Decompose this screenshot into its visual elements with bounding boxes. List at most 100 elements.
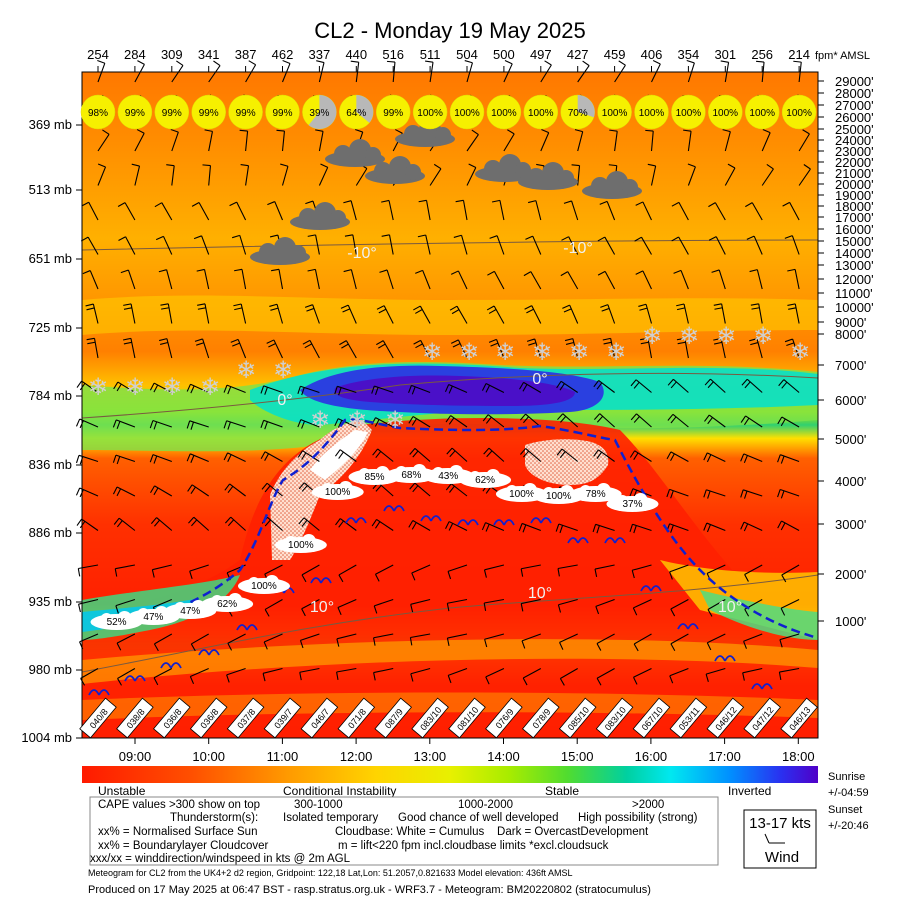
wind-barb <box>571 164 581 186</box>
wind-barb <box>134 129 145 152</box>
wind-barb <box>455 199 468 221</box>
wind-barb <box>81 201 99 221</box>
wind-barb <box>239 129 249 152</box>
wind-barb <box>614 60 626 83</box>
altitude-label: 16000' <box>835 222 874 237</box>
wind-barb <box>208 60 221 83</box>
wind-barb <box>466 163 477 186</box>
wind-barb <box>227 633 246 651</box>
isotherm-label: -10° <box>563 240 593 257</box>
altitude-label: 11000' <box>835 286 873 301</box>
wind-barb <box>744 564 763 582</box>
svg-text:68%: 68% <box>401 470 421 481</box>
wind-barb <box>466 129 479 152</box>
svg-text:100%: 100% <box>639 108 665 119</box>
wind-barb <box>231 234 247 255</box>
wind-barb <box>374 564 394 582</box>
wind-barb <box>343 269 357 290</box>
wind-barb <box>112 454 136 465</box>
wind-barb <box>481 382 505 393</box>
cloudbase-dashed-line <box>109 418 819 640</box>
wind-barb <box>445 415 468 428</box>
wind-barb <box>749 269 763 290</box>
wind-barb <box>379 269 394 290</box>
cape-value: 354 <box>678 47 700 62</box>
cape-value: 337 <box>309 47 331 62</box>
wind-barb <box>82 270 99 290</box>
svg-text:85%: 85% <box>365 472 385 483</box>
snowflake-icon-layer: ❄ ❄ ❄ ❄ ❄ ❄ ❄ ❄ ❄ ❄ ❄ ❄ ❄ ❄ ❄ ❄ ❄ ❄ ❄ ❄ <box>88 322 810 434</box>
chart-title: CL2 - Monday 19 May 2025 <box>314 18 586 43</box>
svg-text:78%: 78% <box>586 489 606 500</box>
wind-barb <box>449 305 468 324</box>
svg-text:99%: 99% <box>236 108 256 119</box>
wind-barb <box>563 200 579 221</box>
isotherm-labels: -10° -10° 0° 0° 10° 10° 10° <box>277 240 742 616</box>
wind-barb <box>230 338 247 359</box>
wind-barb <box>447 564 468 580</box>
wind-barb <box>749 338 763 359</box>
wind-barb <box>120 269 136 290</box>
altitude-label: 13000' <box>835 258 874 273</box>
wind-barb <box>447 667 468 684</box>
wind-barb <box>703 522 726 533</box>
wind-barb <box>740 453 763 464</box>
wind-barb <box>686 59 695 83</box>
legend-thunder-1: Isolated temporary <box>283 812 378 824</box>
wind-barb <box>261 482 283 497</box>
wind-barb <box>555 523 578 534</box>
isotherm-label: 10° <box>310 599 334 616</box>
wind-barb <box>336 633 357 647</box>
pressure-axis: 369 mb 513 mb 651 mb 725 mb 784 mb 836 mb 886 … <box>21 117 82 745</box>
snowflake-icon: ❄ <box>200 373 220 401</box>
wind-barb <box>707 599 726 617</box>
legend-thunder-3: High possibility (strong) <box>578 812 698 824</box>
altitude-label: 29000' <box>835 74 874 89</box>
wind-barb <box>703 489 726 499</box>
legend-cape-range-3: >2000 <box>632 799 664 811</box>
wind-barb <box>118 236 136 255</box>
svg-text:100%: 100% <box>417 108 443 119</box>
wind-barb <box>186 420 209 430</box>
boundary-cloud-label: 37% <box>606 493 659 512</box>
wind-barb <box>486 305 505 324</box>
wind-barb <box>609 129 618 152</box>
wind-barb <box>631 564 652 579</box>
wind-barb <box>540 60 552 83</box>
altitude-label: 17000' <box>835 210 874 225</box>
wind-barb <box>453 234 468 255</box>
overcast-cloud-icon <box>325 139 385 167</box>
wind-barb <box>335 518 357 531</box>
wind-barb <box>196 268 210 290</box>
wind-barb <box>519 413 542 428</box>
altitude-label: 24000' <box>835 133 874 148</box>
wind-barb <box>376 340 394 359</box>
snowflake-icon: ❄ <box>606 338 626 366</box>
svg-text:100%: 100% <box>288 540 314 551</box>
wind-barb <box>191 201 210 221</box>
wind-barb <box>281 59 291 83</box>
lift-marker <box>124 675 146 682</box>
overcast-cloud-icon <box>518 162 578 190</box>
wind-barb <box>79 633 99 650</box>
svg-text:100%: 100% <box>546 491 572 502</box>
wind-barb <box>337 598 357 616</box>
cape-value: 497 <box>530 47 552 62</box>
wind-barb <box>683 129 692 152</box>
wind-barb <box>269 303 284 324</box>
wind-barb <box>307 268 320 290</box>
wind-barb <box>670 633 689 651</box>
wind-barb <box>187 484 210 497</box>
wind-barb <box>450 339 468 359</box>
wind-barb <box>484 633 505 648</box>
wind-barb <box>373 633 394 646</box>
wind-barb <box>708 202 726 221</box>
wind-barb <box>371 385 394 396</box>
sunrise-label: Sunrise <box>828 771 865 783</box>
svg-text:70%: 70% <box>568 108 588 119</box>
wind-barb <box>372 448 394 462</box>
wind-barb <box>446 598 468 612</box>
wind-barb <box>519 381 542 393</box>
lift-marker <box>457 519 479 526</box>
boundary-cloud-label: 62% <box>201 593 254 612</box>
